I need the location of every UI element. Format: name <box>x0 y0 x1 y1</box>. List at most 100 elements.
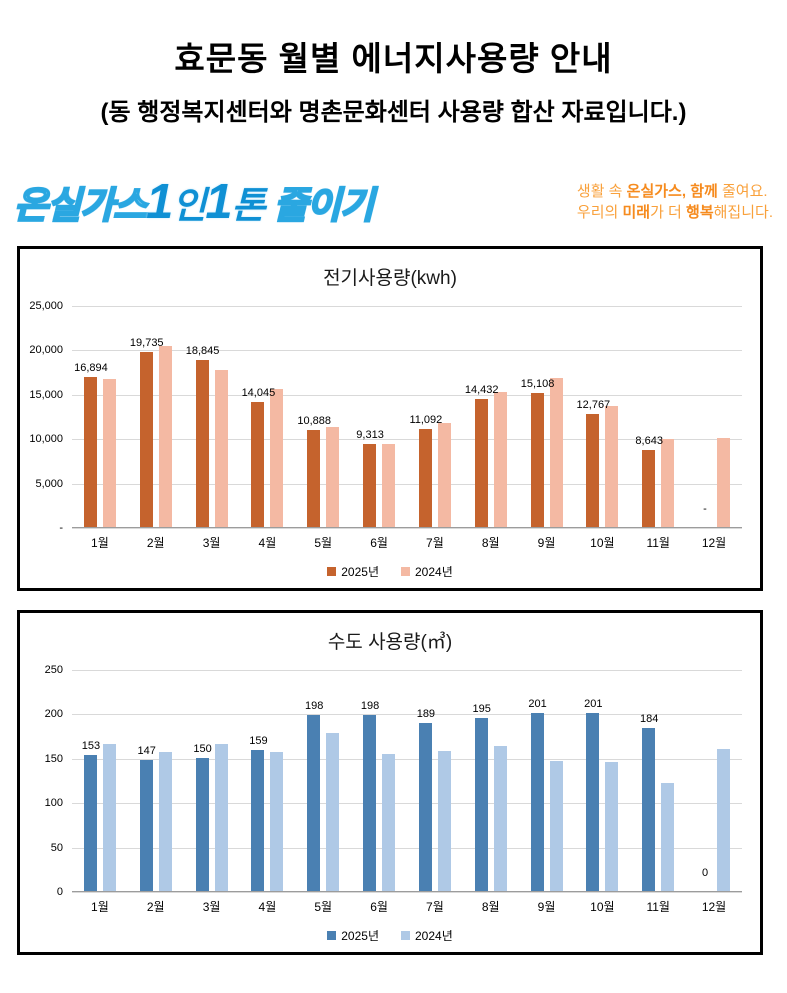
gridline <box>72 306 742 307</box>
logo-text-outline-left: 온실가스 <box>13 184 148 226</box>
bar-2025년-11월 <box>642 727 656 891</box>
bar-2025년-5월 <box>307 430 321 527</box>
x-axis-label-5월: 5월 <box>314 900 333 914</box>
x-axis-label-8월: 8월 <box>481 536 500 550</box>
bar-2024년-2월 <box>158 751 172 891</box>
bar-group-1월: 16,894 <box>72 306 128 527</box>
bar-group-7월: 189 <box>407 670 463 891</box>
x-axis-label-2월: 2월 <box>146 900 165 914</box>
electricity-usage-chart: 전기사용량(kwh) 25,000 20,000 15,000 10,000 5,000… <box>17 246 763 591</box>
data-label-5월: 10,888 <box>297 415 332 428</box>
slogan-text: 우리의 <box>576 204 623 221</box>
bar-2025년-10월 <box>586 413 600 527</box>
x-axis-label-11월: 11월 <box>646 900 670 914</box>
bar-group-9월: 201 <box>519 670 575 891</box>
slogan-line: 우리의 미래가 더 행복해집니다. <box>577 202 773 223</box>
bar-group-8월: 195 <box>463 670 519 891</box>
data-label-6월: 198 <box>360 700 380 713</box>
bar-group-9월: 15,108 <box>519 306 575 527</box>
electricity-chart-plot: 25,000 20,000 15,000 10,000 5,000 - 16,894 19,7… <box>29 300 742 534</box>
data-label-5월: 198 <box>305 700 324 713</box>
bar-2024년-4월 <box>270 389 284 527</box>
bar-2024년-10월 <box>605 406 619 527</box>
bar-2024년-3월 <box>214 744 228 891</box>
bar-2024년-9월 <box>549 377 563 527</box>
bar-2025년-9월 <box>530 712 544 891</box>
bar-group-11월: 8,643 <box>630 306 686 527</box>
gridline <box>72 670 742 671</box>
gridline <box>72 394 742 396</box>
data-label-11월: 8,643 <box>635 435 663 448</box>
data-label-8월: 195 <box>472 702 491 715</box>
y-axis-tick-label: - <box>59 522 63 534</box>
gridline <box>72 483 742 485</box>
x-axis-label-10월: 10월 <box>590 536 615 550</box>
electricity-chart-title: 전기사용량(kwh) <box>323 268 457 289</box>
x-axis-label-10월: 10월 <box>590 900 615 914</box>
bar-group-1월: 153 <box>72 670 128 891</box>
legend-item-2024년: 2024년 <box>401 927 453 944</box>
bar-group-4월: 14,045 <box>239 306 295 527</box>
legend-label: 2025년 <box>341 565 379 579</box>
bar-2025년-6월 <box>363 444 377 527</box>
bar-2025년-1월 <box>83 376 97 527</box>
legend-swatch <box>401 931 410 940</box>
branding-row: 온실가스1인1톤 줄이기 생활 속 온실가스, 함께 줄여요. 우리의 미래가 더… <box>0 171 787 233</box>
data-label-12월: 0 <box>701 867 709 879</box>
water-chart-legend: 2025년 2024년 <box>20 927 760 944</box>
bar-2024년-5월 <box>326 427 340 527</box>
bar-groups: 153 147 150 159 198 198 189 195 201 201 184 0 <box>72 670 742 891</box>
campaign-logo: 온실가스1인1톤 줄이기 <box>13 177 375 227</box>
bar-group-3월: 18,845 <box>184 306 240 527</box>
bar-2024년-1월 <box>102 744 116 891</box>
bar-2025년-10월 <box>586 712 600 891</box>
bar-2025년-4월 <box>251 402 265 527</box>
bar-group-5월: 198 <box>295 670 351 891</box>
x-axis-label-11월: 11월 <box>646 536 670 550</box>
y-axis-tick-label: 5,000 <box>35 477 63 490</box>
x-axis-label-1월: 1월 <box>91 536 109 550</box>
data-label-1월: 16,894 <box>74 361 108 374</box>
y-axis-tick-label: 15,000 <box>29 388 63 401</box>
legend-item-2024년: 2024년 <box>401 563 453 580</box>
data-label-2월: 19,735 <box>129 336 164 349</box>
electricity-chart-x-axis: 1월 2월 3월 4월 5월 6월 7월 8월 9월 10월 11월 12월 <box>72 534 742 551</box>
data-label-10월: 201 <box>584 697 603 710</box>
gridline <box>72 528 742 529</box>
bar-2024년-10월 <box>605 762 619 891</box>
logo-text-solid: 1인1톤 <box>146 177 265 226</box>
x-axis-label-4월: 4월 <box>258 536 277 550</box>
slogan-text: 미래 <box>622 204 651 221</box>
data-label-10월: 12,767 <box>576 398 611 411</box>
x-axis-label-2월: 2월 <box>146 536 165 550</box>
page-subtitle: (동 행정복지센터와 명촌문화센터 사용량 합산 자료입니다.) <box>100 99 687 126</box>
bar-2025년-8월 <box>474 398 488 527</box>
data-label-8월: 14,432 <box>464 383 499 396</box>
data-label-1월: 153 <box>81 740 101 753</box>
bar-groups: 16,894 19,735 18,845 14,045 10,888 9,313 11,09… <box>72 306 742 527</box>
logo-text-outline-right: 줄이기 <box>273 184 375 226</box>
water-chart-x-axis: 1월 2월 3월 4월 5월 6월 7월 8월 9월 10월 11월 12월 <box>72 898 742 915</box>
slogan-text: 함께 <box>690 183 718 200</box>
slogan-text: 줄여요. <box>717 183 768 200</box>
data-label-6월: 9,313 <box>356 429 384 442</box>
y-axis-tick-label: 150 <box>44 752 63 765</box>
bar-group-4월: 159 <box>239 670 295 891</box>
legend-item-2025년: 2025년 <box>327 563 379 580</box>
x-axis-label-8월: 8월 <box>481 900 500 914</box>
y-axis-tick-label: 25,000 <box>29 300 63 312</box>
legend-label: 2024년 <box>415 929 453 943</box>
x-axis-label-6월: 6월 <box>370 536 388 550</box>
x-axis-label-7월: 7월 <box>426 536 444 550</box>
bar-2024년-11월 <box>661 438 675 527</box>
bar-2024년-8월 <box>493 746 507 891</box>
bar-group-11월: 184 <box>630 670 686 891</box>
legend-item-2025년: 2025년 <box>327 927 379 944</box>
bar-2024년-7월 <box>437 750 451 891</box>
bar-group-6월: 198 <box>351 670 407 891</box>
bar-2025년-4월 <box>251 749 265 891</box>
x-axis-label-6월: 6월 <box>370 900 388 914</box>
data-label-3월: 150 <box>193 742 212 755</box>
bar-group-6월: 9,313 <box>351 306 407 527</box>
